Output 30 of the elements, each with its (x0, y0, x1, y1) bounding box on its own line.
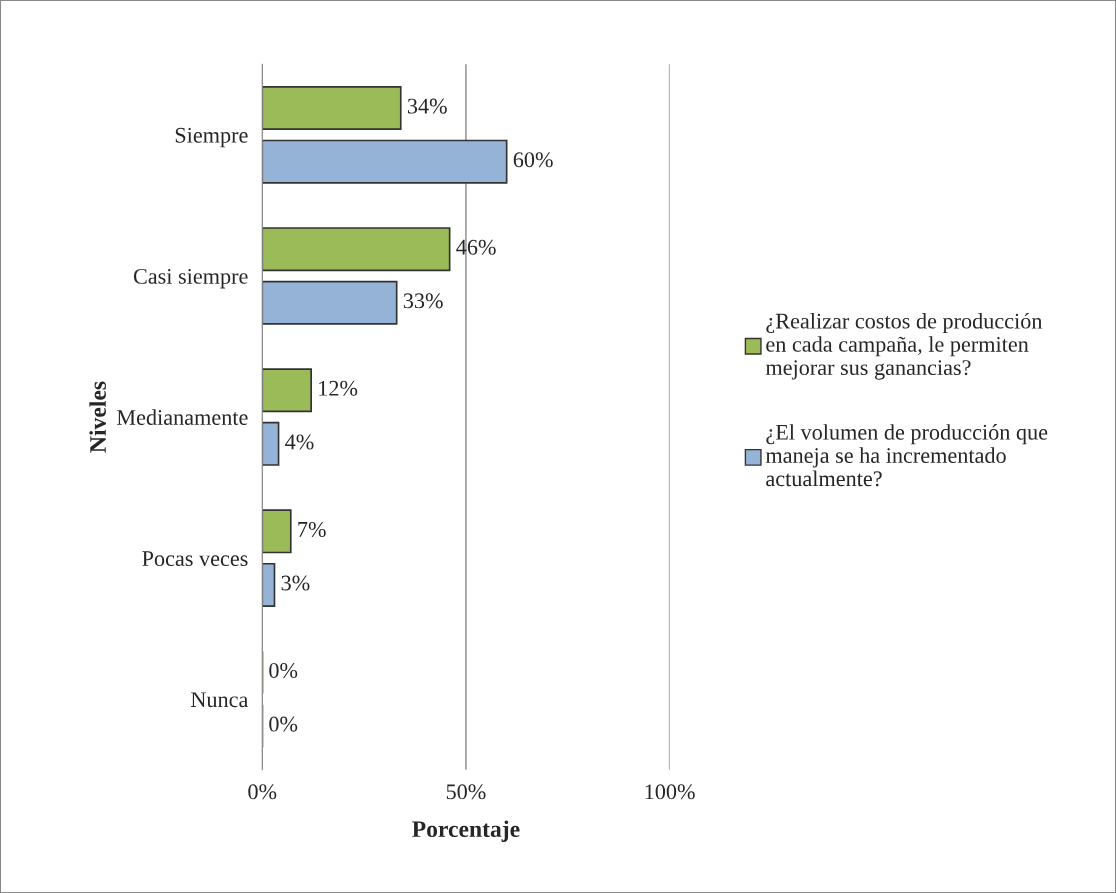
y-tick-label: Pocas veces (142, 551, 248, 567)
bar (262, 509, 292, 554)
data-label: 0% (269, 662, 298, 679)
data-label: 3% (281, 575, 310, 591)
x-tick-label: 0% (248, 784, 277, 800)
data-label: 34% (407, 98, 447, 114)
bar (262, 280, 398, 325)
data-label: 4% (285, 434, 314, 450)
bar (262, 139, 508, 184)
legend-label: ¿Realizar costos de producción en cada campaña, le permiten mejorar sus ganancias? (765, 312, 1043, 380)
bar (262, 421, 280, 466)
data-label: 12% (319, 380, 358, 396)
y-tick-label: Casi siempre (133, 268, 248, 289)
bar (262, 227, 451, 272)
y-axis-title: Niveles (89, 381, 106, 453)
data-label: 7% (298, 521, 326, 537)
x-tick-label: 50% (446, 784, 486, 800)
data-label: 0% (269, 716, 298, 732)
x-axis-title: Porcentaje (412, 820, 520, 842)
data-label: 33% (403, 293, 443, 309)
y-tick-label: Medianamente (116, 409, 248, 425)
bar (262, 562, 276, 607)
legend-label: ¿El volumen de producción que maneja se ha incrementado actualmente? (765, 424, 1048, 487)
y-tick-label: Siempre (175, 127, 248, 148)
bar (262, 368, 312, 413)
bar (262, 86, 402, 131)
x-tick-label: 100% (645, 784, 695, 800)
y-tick-label: Nunca (191, 692, 249, 708)
data-label: 46% (456, 239, 496, 255)
data-label: 60% (513, 152, 553, 168)
